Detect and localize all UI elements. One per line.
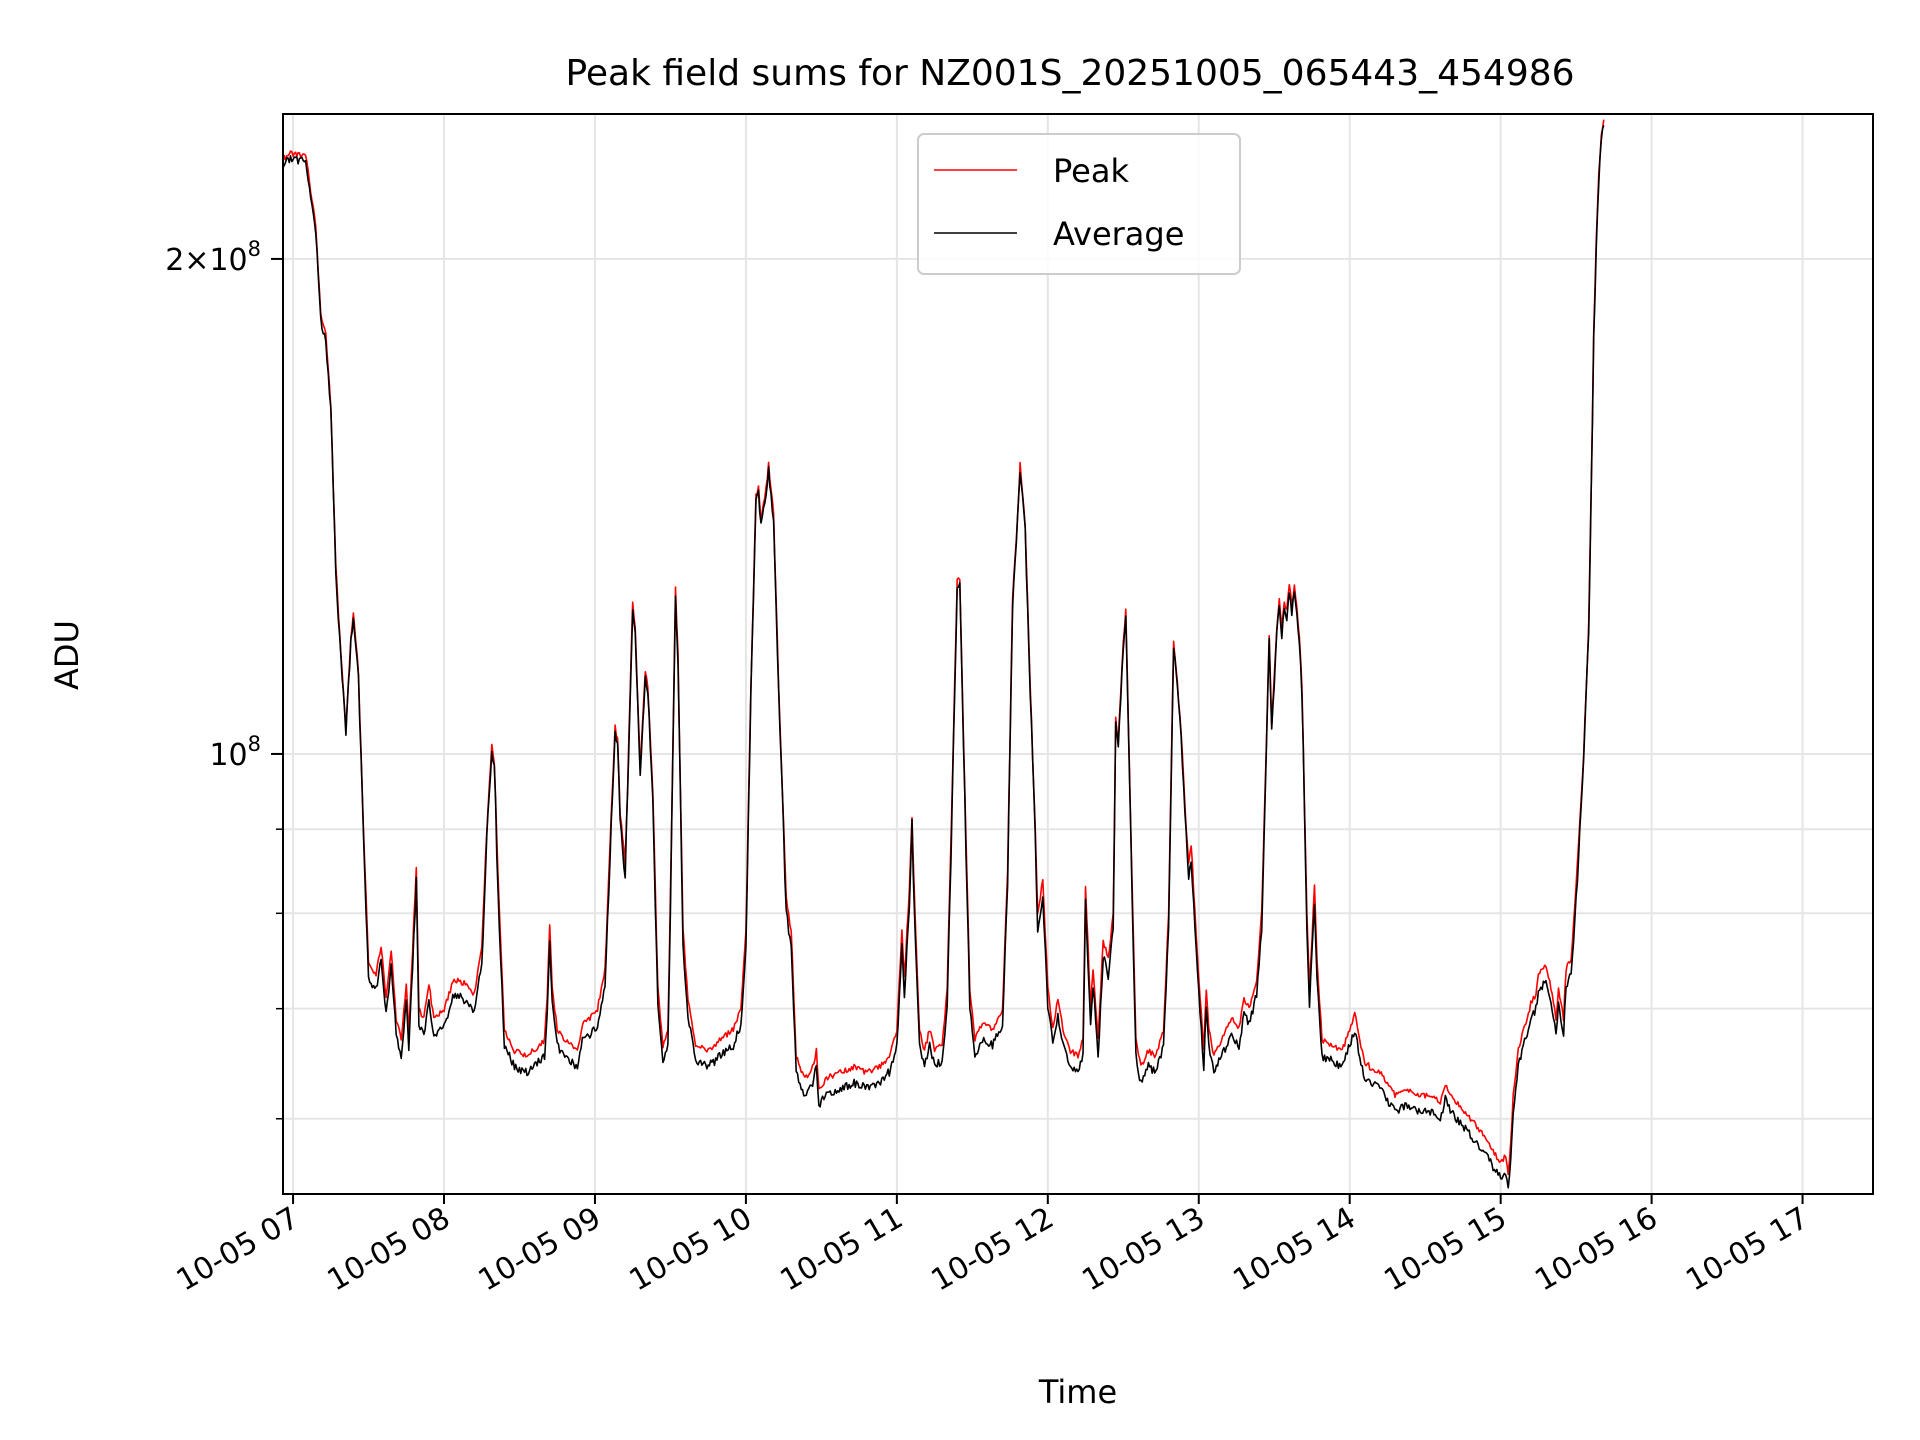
y-axis-label: ADU — [48, 620, 86, 690]
legend: Peak Average — [917, 133, 1241, 275]
series-line-peak — [283, 119, 1605, 1176]
x-axis-label: Time — [1038, 1373, 1117, 1411]
grid — [283, 114, 1873, 1194]
x-tick-label: 10-05 11 — [775, 1201, 909, 1299]
chart-title: Peak field sums for NZ001S_20251005_0654… — [565, 53, 1574, 94]
x-tick-label: 10-05 09 — [473, 1201, 607, 1299]
series-layer — [283, 119, 1605, 1189]
y-tick-label: 2×108 — [165, 237, 261, 278]
x-tick-label: 10-05 07 — [171, 1201, 305, 1299]
legend-average-label: Average — [1053, 215, 1184, 253]
series-line-average — [283, 125, 1605, 1189]
x-tick-label: 10-05 08 — [322, 1201, 456, 1299]
x-tick-label: 10-05 14 — [1227, 1201, 1361, 1299]
x-axis-ticks: 10-05 07 10-05 08 10-05 09 10-05 10 10-05 11… — [171, 1194, 1815, 1298]
x-tick-label: 10-05 10 — [624, 1201, 758, 1299]
y-axis-ticks: 108 2×108 — [165, 237, 283, 1120]
y-tick-label: 108 — [209, 732, 261, 773]
plot-frame — [282, 113, 1874, 1195]
x-tick-label: 10-05 12 — [925, 1201, 1059, 1299]
legend-box — [917, 133, 1241, 275]
x-tick-label: 10-05 15 — [1378, 1201, 1512, 1299]
legend-peak-label: Peak — [1053, 152, 1129, 190]
x-tick-label: 10-05 17 — [1680, 1201, 1814, 1299]
x-tick-label: 10-05 16 — [1529, 1201, 1663, 1299]
x-tick-label: 10-05 13 — [1076, 1201, 1210, 1299]
